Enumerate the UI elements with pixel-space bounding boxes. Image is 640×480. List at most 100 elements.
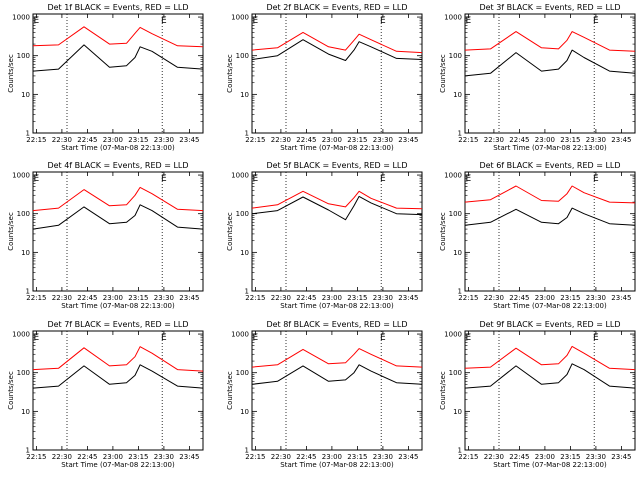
- x-tick-label: 22:30: [271, 294, 291, 302]
- x-tick-label: 22:30: [484, 136, 504, 144]
- x-tick-label: 23:00: [322, 294, 342, 302]
- x-tick-label: 22:45: [296, 136, 316, 144]
- x-tick-label: 23:15: [347, 136, 367, 144]
- chart-title: Det 8f BLACK = Events, RED = LLD: [266, 320, 407, 329]
- y-tick-label: 100: [236, 369, 249, 377]
- lld-series-line: [32, 186, 204, 212]
- y-tick-label: 100: [17, 210, 30, 218]
- x-tick-label: 22:45: [77, 136, 97, 144]
- y-tick-label: 100: [17, 369, 30, 377]
- x-tick-label: 23:00: [103, 453, 123, 461]
- plot-frame: [464, 330, 636, 451]
- x-tick-label: 23:00: [535, 136, 555, 144]
- x-tick-label: 23:00: [535, 453, 555, 461]
- events-series-line: [464, 363, 636, 389]
- chart-panel: Det 1f BLACK = Events, RED = LLD 22:15 22:…: [7, 3, 204, 152]
- chart-panel: Det 7f BLACK = Events, RED = LLD 22:15 22:…: [7, 320, 204, 469]
- y-tick-label: 1000: [12, 14, 30, 22]
- y-tick-label: 1: [245, 288, 249, 296]
- plot-frame: [32, 330, 204, 451]
- x-tick-label: 23:00: [103, 136, 123, 144]
- x-tick-label: 23:45: [611, 453, 631, 461]
- lld-series-line: [464, 345, 636, 371]
- x-tick-label: 22:30: [52, 136, 72, 144]
- y-tick-label: 100: [449, 52, 462, 60]
- x-axis-label: Start Time (07-Mar-08 22:13:00): [61, 461, 175, 469]
- x-tick-label: 23:15: [128, 453, 148, 461]
- e-marker-label: E: [380, 333, 386, 343]
- x-tick-label: 22:45: [77, 294, 97, 302]
- y-tick-label: 10: [453, 91, 462, 99]
- x-tick-label: 23:45: [179, 294, 199, 302]
- chart-title: Det 1f BLACK = Events, RED = LLD: [47, 3, 188, 12]
- x-axis-label: Start Time (07-Mar-08 22:13:00): [280, 461, 394, 469]
- events-series-line: [251, 364, 423, 385]
- x-tick-label: 23:45: [179, 453, 199, 461]
- e-marker-label: E: [380, 16, 386, 26]
- x-tick-label: 23:30: [373, 136, 393, 144]
- y-tick-label: 10: [21, 408, 30, 416]
- y-tick-label: 100: [449, 210, 462, 218]
- e-marker-label: E: [466, 16, 472, 26]
- plot-frame: [32, 13, 204, 134]
- lld-series-line: [464, 185, 636, 204]
- y-tick-label: 1: [26, 288, 30, 296]
- x-tick-label: 23:30: [154, 294, 174, 302]
- plot-frame: [251, 330, 423, 451]
- y-tick-label: 100: [236, 210, 249, 218]
- x-tick-label: 23:15: [347, 294, 367, 302]
- events-series-line: [251, 195, 423, 221]
- chart-title: Det 4f BLACK = Events, RED = LLD: [47, 161, 188, 170]
- x-tick-label: 23:45: [179, 136, 199, 144]
- e-marker-label: E: [161, 174, 167, 184]
- x-tick-label: 23:15: [128, 136, 148, 144]
- y-tick-label: 10: [453, 408, 462, 416]
- y-tick-label: 10: [21, 249, 30, 257]
- x-tick-label: 23:15: [347, 453, 367, 461]
- y-tick-label: 1000: [444, 172, 462, 180]
- y-axis-label: Counts/sec: [226, 212, 234, 251]
- y-tick-label: 1: [458, 447, 462, 455]
- x-tick-label: 22:45: [77, 453, 97, 461]
- x-tick-label: 23:45: [398, 136, 418, 144]
- events-series-line: [32, 364, 204, 389]
- x-tick-label: 23:00: [103, 294, 123, 302]
- plot-frame: [32, 171, 204, 292]
- x-tick-label: 22:45: [296, 294, 316, 302]
- y-tick-label: 1000: [12, 172, 30, 180]
- y-axis-label: Counts/sec: [7, 371, 15, 410]
- plot-frame: [464, 13, 636, 134]
- plot-frame: [251, 13, 423, 134]
- x-tick-label: 23:30: [586, 294, 606, 302]
- x-tick-label: 22:15: [26, 136, 46, 144]
- plot-frame: [251, 171, 423, 292]
- y-tick-label: 100: [17, 52, 30, 60]
- events-series-line: [32, 204, 204, 230]
- y-tick-label: 10: [240, 91, 249, 99]
- y-tick-label: 100: [236, 52, 249, 60]
- x-tick-label: 22:15: [26, 453, 46, 461]
- lld-series-line: [32, 346, 204, 372]
- y-tick-label: 1000: [231, 331, 249, 339]
- y-axis-label: Counts/sec: [439, 371, 447, 410]
- chart-title: Det 6f BLACK = Events, RED = LLD: [479, 161, 620, 170]
- lld-series-line: [32, 26, 204, 48]
- x-axis-label: Start Time (07-Mar-08 22:13:00): [493, 144, 607, 152]
- e-marker-label: E: [161, 333, 167, 343]
- x-tick-label: 22:30: [271, 136, 291, 144]
- y-tick-label: 1: [458, 130, 462, 138]
- e-marker-label: E: [253, 174, 259, 184]
- x-tick-label: 23:00: [535, 294, 555, 302]
- x-tick-label: 23:30: [154, 453, 174, 461]
- e-marker-label: E: [253, 333, 259, 343]
- x-tick-label: 23:30: [373, 453, 393, 461]
- y-tick-label: 10: [21, 91, 30, 99]
- x-tick-label: 22:15: [245, 294, 265, 302]
- x-tick-label: 22:15: [458, 294, 478, 302]
- x-axis-label: Start Time (07-Mar-08 22:13:00): [280, 302, 394, 310]
- plot-frame: [464, 171, 636, 292]
- y-tick-label: 100: [449, 369, 462, 377]
- events-series-line: [464, 207, 636, 226]
- chart-title: Det 5f BLACK = Events, RED = LLD: [266, 161, 407, 170]
- x-tick-label: 22:30: [484, 294, 504, 302]
